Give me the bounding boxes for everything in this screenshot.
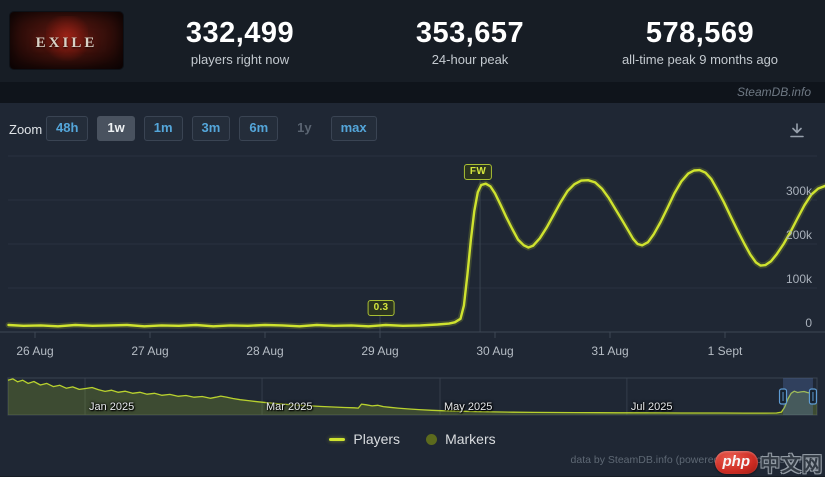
stats-row: 332,499 players right now 353,657 24-hou… xyxy=(125,0,815,82)
x-tick-28-aug: 28 Aug xyxy=(246,344,284,358)
nav-tick-jul-2025: Jul 2025 xyxy=(630,401,673,413)
nav-tick-mar-2025: Mar 2025 xyxy=(266,401,313,413)
legend-item-markers[interactable]: Markers xyxy=(426,431,496,447)
y-tick-300k: 300k xyxy=(785,184,812,198)
watermark-text: 中文网 xyxy=(760,452,823,476)
alltime-peak-label: all-time peak 9 months ago xyxy=(621,52,779,68)
players-line-swatch-icon xyxy=(329,437,346,441)
legend-players-label: Players xyxy=(353,431,401,447)
x-tick-26-aug: 26 Aug xyxy=(16,344,54,358)
nav-tick-jan-2025: Jan 2025 xyxy=(89,401,135,413)
x-tick-1-sept: 1 Sept xyxy=(707,344,743,358)
patch-marker-0.3[interactable]: 0.3 xyxy=(367,300,395,316)
stat-24h-peak: 353,657 24-hour peak xyxy=(355,0,585,82)
php-logo-icon: php xyxy=(714,451,758,474)
zoom-1m-button[interactable]: 1m xyxy=(143,116,183,141)
24h-peak-label: 24-hour peak xyxy=(431,52,509,68)
zoom-1w-button[interactable]: 1w xyxy=(97,116,135,141)
skull-emblem-icon xyxy=(46,16,88,64)
y-tick-0: 0 xyxy=(805,316,812,330)
zoom-range-buttons: 48h 1w 1m 3m 6m 1y max xyxy=(46,116,377,141)
steamdb-branding: SteamDB.info xyxy=(0,82,825,103)
legend-item-players[interactable]: Players xyxy=(329,431,400,447)
stat-alltime-peak: 578,569 all-time peak 9 months ago xyxy=(585,0,815,82)
game-logo-text: EXILE xyxy=(35,35,98,51)
patch-marker-fw[interactable]: FW xyxy=(463,164,493,180)
current-players-value: 332,499 xyxy=(185,16,295,49)
nav-tick-may-2025: May 2025 xyxy=(444,401,493,413)
header: EXILE 332,499 players right now 353,657 … xyxy=(0,0,825,82)
game-logo[interactable]: EXILE xyxy=(10,12,123,69)
y-tick-100k: 100k xyxy=(785,272,812,286)
x-tick-29-aug: 29 Aug xyxy=(361,344,399,358)
alltime-peak-value: 578,569 xyxy=(645,16,755,49)
24h-peak-value: 353,657 xyxy=(415,16,525,49)
x-tick-30-aug: 30 Aug xyxy=(476,344,514,358)
chart-card xyxy=(0,103,825,476)
stat-current-players: 332,499 players right now xyxy=(125,0,355,82)
navigator-selection[interactable] xyxy=(783,378,813,415)
watermark: php 中文网 xyxy=(714,448,824,477)
current-players-label: players right now xyxy=(190,52,290,68)
zoom-1y-button: 1y xyxy=(287,116,321,141)
x-tick-27-aug: 27 Aug xyxy=(131,344,169,358)
y-tick-200k: 200k xyxy=(785,228,812,242)
zoom-label: Zoom xyxy=(9,122,43,137)
chart-legend: Players Markers xyxy=(0,431,825,447)
markers-circle-swatch-icon xyxy=(426,433,438,445)
zoom-6m-button[interactable]: 6m xyxy=(239,116,279,141)
zoom-48h-button[interactable]: 48h xyxy=(46,116,89,141)
x-tick-31-aug: 31 Aug xyxy=(591,344,629,358)
zoom-max-button[interactable]: max xyxy=(330,116,377,141)
legend-markers-label: Markers xyxy=(445,431,496,447)
download-icon[interactable] xyxy=(786,120,808,142)
zoom-3m-button[interactable]: 3m xyxy=(191,116,231,141)
